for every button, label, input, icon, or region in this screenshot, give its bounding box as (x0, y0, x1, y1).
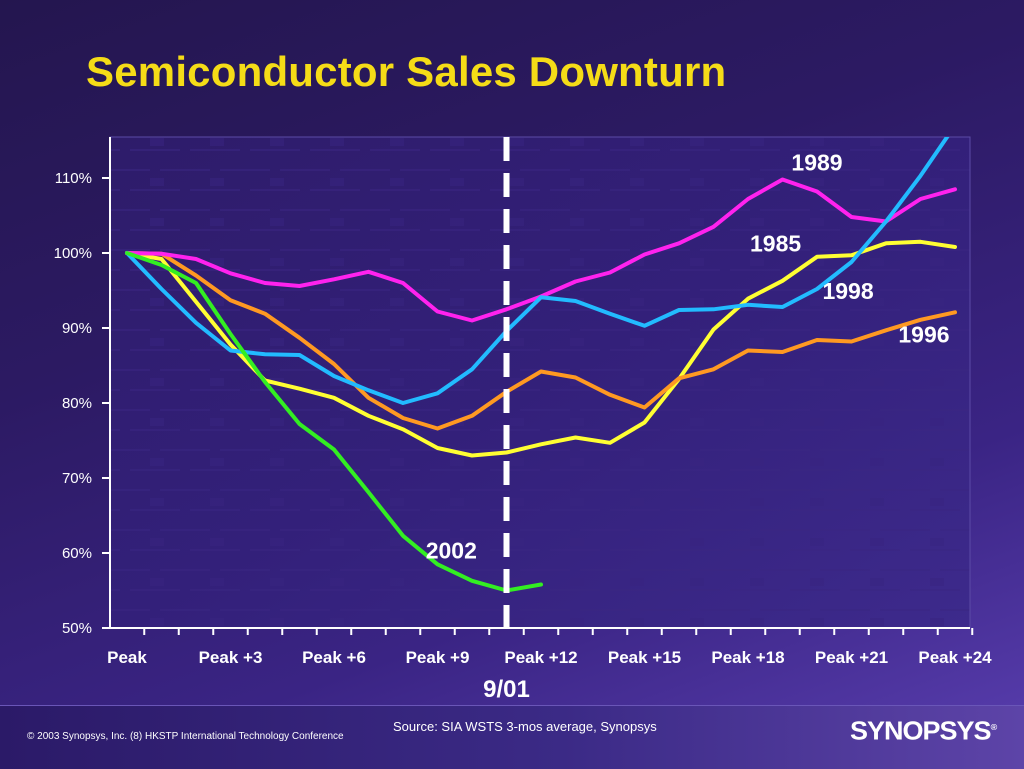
series-line-1996 (125, 251, 957, 431)
plot-area (109, 136, 971, 629)
plot-texture (110, 137, 970, 628)
series-lines (125, 137, 957, 593)
registered-mark: ® (990, 722, 998, 732)
source-note: Source: SIA WSTS 3-mos average, Synopsys (393, 719, 657, 734)
y-tick-label: 50% (62, 620, 92, 637)
series-label-1989: 1989 (791, 150, 842, 176)
series-labels: 1989 1985 1998 1996 2002 (426, 150, 950, 564)
slide-title: Semiconductor Sales Downturn (86, 48, 727, 95)
y-tick-label: 80% (62, 395, 92, 412)
footer-bar (0, 705, 1024, 769)
logo-text: SYNOPSYS (850, 716, 992, 746)
axes: 50% 60% 70% 80% 90% 100% 110% Peak Peak +3 Peak +… (54, 137, 992, 667)
series-line-1998 (125, 137, 950, 405)
x-tick-label: Peak +3 (199, 648, 263, 667)
date-marker: 9/01 (483, 137, 530, 703)
series-label-1985: 1985 (750, 231, 801, 257)
y-tick-label: 70% (62, 470, 92, 487)
y-tick-label: 100% (54, 245, 92, 262)
x-tick-label: Peak +18 (711, 648, 784, 667)
marker-label: 9/01 (483, 676, 530, 703)
y-tick-label: 60% (62, 545, 92, 562)
series-label-1998: 1998 (822, 278, 873, 304)
series-label-2002: 2002 (426, 537, 477, 563)
line-chart: 50% 60% 70% 80% 90% 100% 110% Peak Peak +3 Peak +… (54, 136, 992, 703)
x-tick-label: Peak +12 (504, 648, 577, 667)
x-tick-label: Peak +24 (918, 648, 992, 667)
x-tick-label: Peak +15 (608, 648, 681, 667)
series-line-2002 (125, 251, 543, 593)
x-tick-label: Peak (107, 648, 147, 667)
x-tick-label: Peak +6 (302, 648, 366, 667)
x-tick-label: Peak +9 (406, 648, 470, 667)
series-label-1996: 1996 (898, 321, 949, 347)
x-tick-label: Peak +21 (815, 648, 888, 667)
y-tick-label: 90% (62, 320, 92, 337)
y-tick-label: 110% (55, 170, 92, 187)
copyright-note: © 2003 Synopsys, Inc. (8) HKSTP Internat… (27, 731, 344, 742)
synopsys-logo: SYNOPSYS® (850, 717, 997, 746)
